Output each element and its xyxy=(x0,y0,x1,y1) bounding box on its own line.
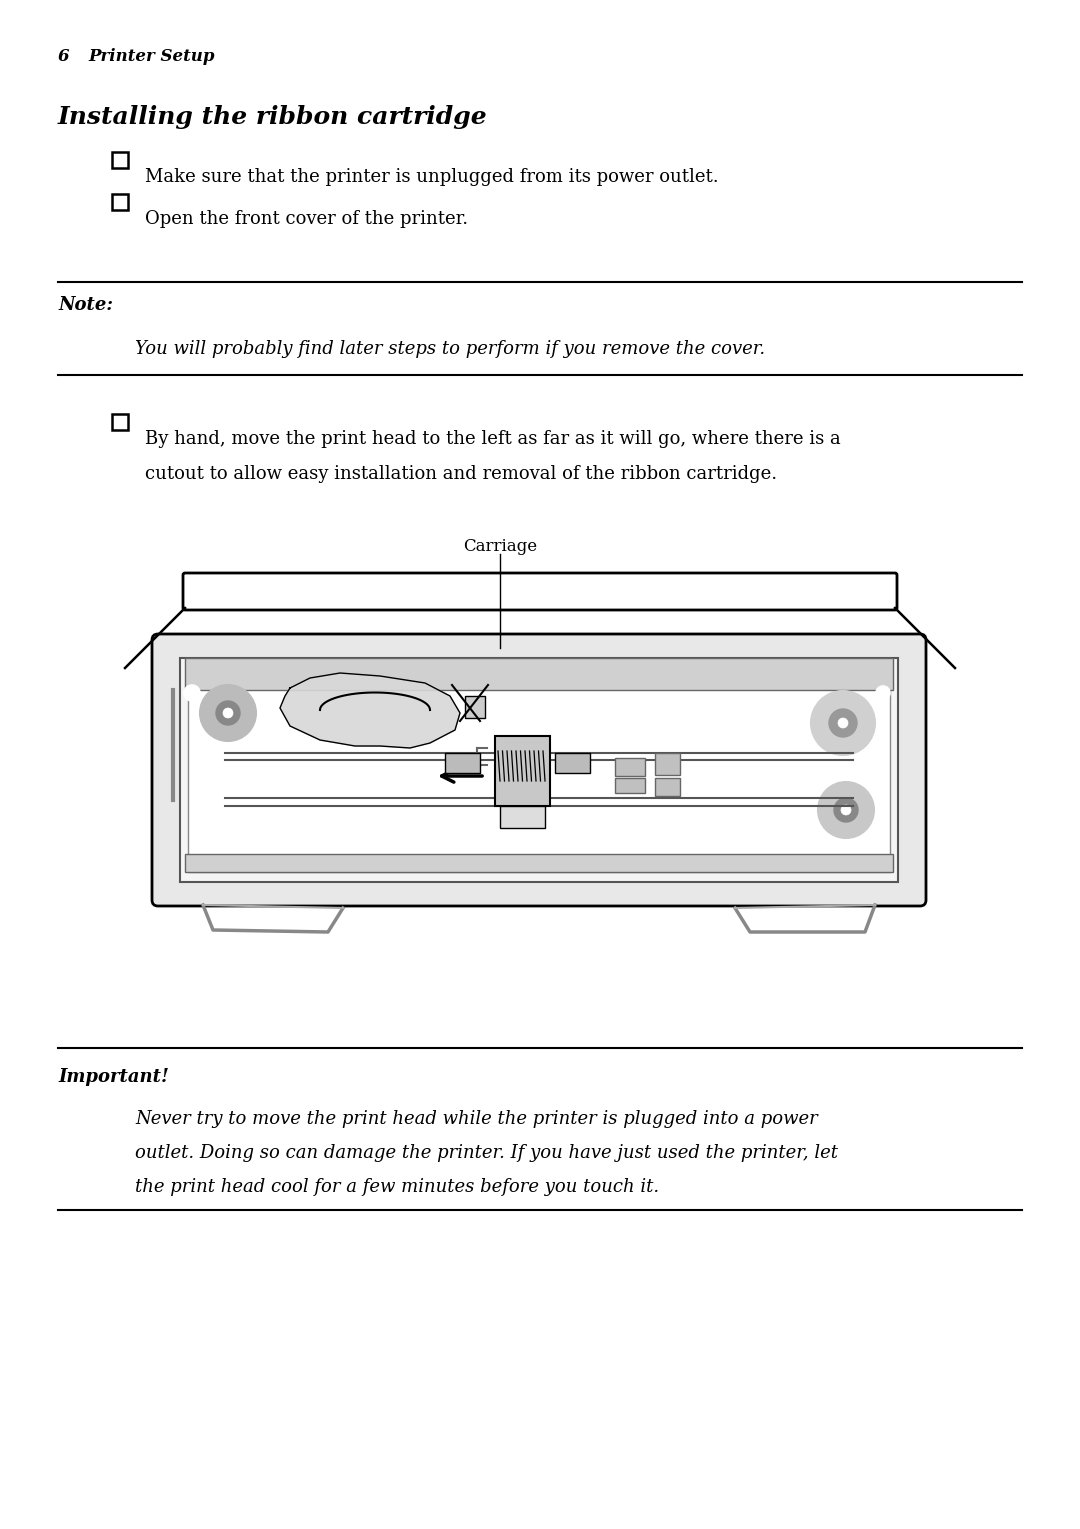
Circle shape xyxy=(222,708,233,719)
Bar xyxy=(465,696,485,719)
Bar xyxy=(180,657,897,882)
Circle shape xyxy=(876,687,890,700)
Bar xyxy=(654,778,680,797)
Bar xyxy=(112,151,129,168)
Text: outlet. Doing so can damage the printer. If you have just used the printer, let: outlet. Doing so can damage the printer.… xyxy=(135,1144,838,1162)
Text: Installing the ribbon cartridge: Installing the ribbon cartridge xyxy=(58,106,488,128)
Text: Open the front cover of the printer.: Open the front cover of the printer. xyxy=(145,209,468,228)
Text: 6: 6 xyxy=(58,47,69,66)
Circle shape xyxy=(811,691,875,755)
Circle shape xyxy=(834,798,858,823)
Text: Important!: Important! xyxy=(58,1067,168,1086)
Bar xyxy=(615,758,645,777)
Bar xyxy=(500,806,545,829)
Circle shape xyxy=(200,685,256,742)
Bar xyxy=(445,752,480,774)
Polygon shape xyxy=(280,673,460,748)
Circle shape xyxy=(793,846,804,855)
Text: Never try to move the print head while the printer is plugged into a power: Never try to move the print head while t… xyxy=(135,1110,818,1128)
Circle shape xyxy=(275,846,285,855)
Text: Make sure that the printer is unplugged from its power outlet.: Make sure that the printer is unplugged … xyxy=(145,168,718,187)
Text: Carriage: Carriage xyxy=(463,538,537,555)
Text: You will probably find later steps to perform if you remove the cover.: You will probably find later steps to pe… xyxy=(135,339,765,358)
Bar xyxy=(188,667,890,872)
Circle shape xyxy=(818,781,874,838)
Bar xyxy=(495,735,550,806)
Bar xyxy=(185,657,893,690)
FancyBboxPatch shape xyxy=(152,635,926,907)
Text: Note:: Note: xyxy=(58,297,113,313)
Bar xyxy=(555,752,590,774)
Circle shape xyxy=(841,804,851,815)
Text: By hand, move the print head to the left as far as it will go, where there is a: By hand, move the print head to the left… xyxy=(145,430,840,448)
Text: cutout to allow easy installation and removal of the ribbon cartridge.: cutout to allow easy installation and re… xyxy=(145,465,778,483)
Bar xyxy=(112,414,129,430)
Text: the print head cool for a few minutes before you touch it.: the print head cool for a few minutes be… xyxy=(135,1177,659,1196)
Text: Printer Setup: Printer Setup xyxy=(87,47,215,66)
Bar xyxy=(112,194,129,209)
Circle shape xyxy=(216,700,240,725)
Bar xyxy=(185,855,893,872)
Circle shape xyxy=(838,719,848,728)
Circle shape xyxy=(184,685,200,700)
Circle shape xyxy=(829,709,858,737)
FancyBboxPatch shape xyxy=(183,573,897,610)
Bar xyxy=(615,778,645,794)
Bar xyxy=(654,752,680,775)
